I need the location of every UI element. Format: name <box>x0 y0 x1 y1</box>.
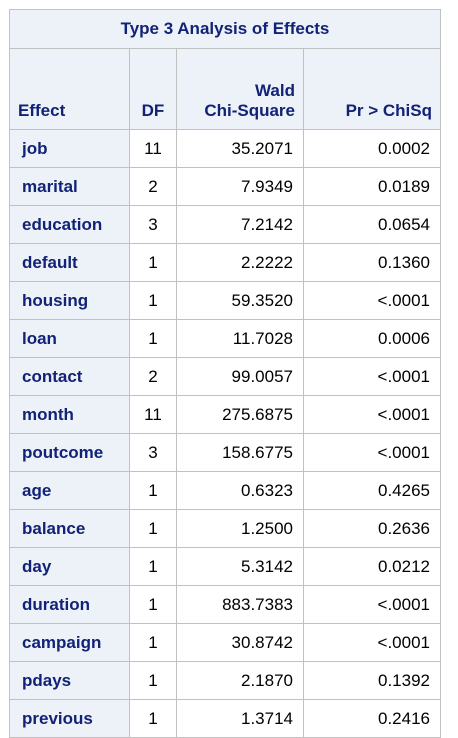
pvalue-cell: <.0001 <box>303 281 441 320</box>
table-row: previous 1 1.3714 0.2416 <box>9 699 441 738</box>
effect-cell: duration <box>9 585 130 624</box>
table-row: day 1 5.3142 0.0212 <box>9 547 441 586</box>
pvalue-cell: 0.1360 <box>303 243 441 282</box>
pvalue-cell: 0.0006 <box>303 319 441 358</box>
df-cell: 1 <box>129 471 177 510</box>
col-header-wald-chisq: Wald Chi-Square <box>176 48 304 130</box>
chisq-cell: 35.2071 <box>176 129 304 168</box>
table-title: Type 3 Analysis of Effects <box>9 9 441 49</box>
pvalue-cell: 0.4265 <box>303 471 441 510</box>
col-header-pvalue: Pr > ChiSq <box>303 48 441 130</box>
table-row: age 1 0.6323 0.4265 <box>9 471 441 510</box>
pvalue-cell: <.0001 <box>303 623 441 662</box>
df-cell: 2 <box>129 167 177 206</box>
pvalue-cell: 0.2416 <box>303 699 441 738</box>
table-row: campaign 1 30.8742 <.0001 <box>9 623 441 662</box>
col-header-df: DF <box>129 48 177 130</box>
chisq-cell: 11.7028 <box>176 319 304 358</box>
df-cell: 11 <box>129 129 177 168</box>
chisq-cell: 883.7383 <box>176 585 304 624</box>
chisq-cell: 2.2222 <box>176 243 304 282</box>
df-cell: 1 <box>129 319 177 358</box>
pvalue-cell: <.0001 <box>303 357 441 396</box>
effect-cell: contact <box>9 357 130 396</box>
df-cell: 1 <box>129 547 177 586</box>
df-cell: 1 <box>129 509 177 548</box>
effect-cell: balance <box>9 509 130 548</box>
df-cell: 1 <box>129 623 177 662</box>
col-header-effect: Effect <box>9 48 130 130</box>
chisq-cell: 1.3714 <box>176 699 304 738</box>
chisq-cell: 5.3142 <box>176 547 304 586</box>
pvalue-cell: 0.0189 <box>303 167 441 206</box>
chisq-cell: 275.6875 <box>176 395 304 434</box>
df-cell: 1 <box>129 585 177 624</box>
effect-cell: default <box>9 243 130 282</box>
effect-cell: marital <box>9 167 130 206</box>
effect-cell: housing <box>9 281 130 320</box>
pvalue-cell: 0.0212 <box>303 547 441 586</box>
effect-cell: poutcome <box>9 433 130 472</box>
effect-cell: job <box>9 129 130 168</box>
df-cell: 1 <box>129 281 177 320</box>
pvalue-cell: 0.1392 <box>303 661 441 700</box>
pvalue-cell: <.0001 <box>303 585 441 624</box>
chisq-cell: 7.9349 <box>176 167 304 206</box>
effect-cell: pdays <box>9 661 130 700</box>
chisq-cell: 158.6775 <box>176 433 304 472</box>
pvalue-cell: <.0001 <box>303 395 441 434</box>
chisq-cell: 2.1870 <box>176 661 304 700</box>
table-row: contact 2 99.0057 <.0001 <box>9 357 441 396</box>
df-cell: 11 <box>129 395 177 434</box>
chisq-cell: 0.6323 <box>176 471 304 510</box>
effect-cell: day <box>9 547 130 586</box>
table-row: education 3 7.2142 0.0654 <box>9 205 441 244</box>
pvalue-cell: 0.2636 <box>303 509 441 548</box>
table-row: housing 1 59.3520 <.0001 <box>9 281 441 320</box>
df-cell: 1 <box>129 243 177 282</box>
effect-cell: previous <box>9 699 130 738</box>
effect-cell: loan <box>9 319 130 358</box>
chisq-cell: 59.3520 <box>176 281 304 320</box>
pvalue-cell: 0.0654 <box>303 205 441 244</box>
col-header-wald-line2: Chi-Square <box>204 101 295 120</box>
df-cell: 1 <box>129 699 177 738</box>
table-row: month 11 275.6875 <.0001 <box>9 395 441 434</box>
effect-cell: education <box>9 205 130 244</box>
col-header-wald-line1: Wald <box>255 81 295 100</box>
table-row: job 11 35.2071 0.0002 <box>9 129 441 168</box>
chisq-cell: 30.8742 <box>176 623 304 662</box>
effect-cell: month <box>9 395 130 434</box>
table-row: loan 1 11.7028 0.0006 <box>9 319 441 358</box>
df-cell: 3 <box>129 205 177 244</box>
table-row: balance 1 1.2500 0.2636 <box>9 509 441 548</box>
type3-effects-table: Type 3 Analysis of Effects Effect DF Wal… <box>9 9 441 738</box>
table-row: poutcome 3 158.6775 <.0001 <box>9 433 441 472</box>
pvalue-cell: <.0001 <box>303 433 441 472</box>
df-cell: 3 <box>129 433 177 472</box>
table-row: duration 1 883.7383 <.0001 <box>9 585 441 624</box>
table-row: pdays 1 2.1870 0.1392 <box>9 661 441 700</box>
effect-cell: age <box>9 471 130 510</box>
chisq-cell: 99.0057 <box>176 357 304 396</box>
pvalue-cell: 0.0002 <box>303 129 441 168</box>
df-cell: 2 <box>129 357 177 396</box>
effect-cell: campaign <box>9 623 130 662</box>
df-cell: 1 <box>129 661 177 700</box>
chisq-cell: 1.2500 <box>176 509 304 548</box>
chisq-cell: 7.2142 <box>176 205 304 244</box>
table-row: default 1 2.2222 0.1360 <box>9 243 441 282</box>
table-row: marital 2 7.9349 0.0189 <box>9 167 441 206</box>
